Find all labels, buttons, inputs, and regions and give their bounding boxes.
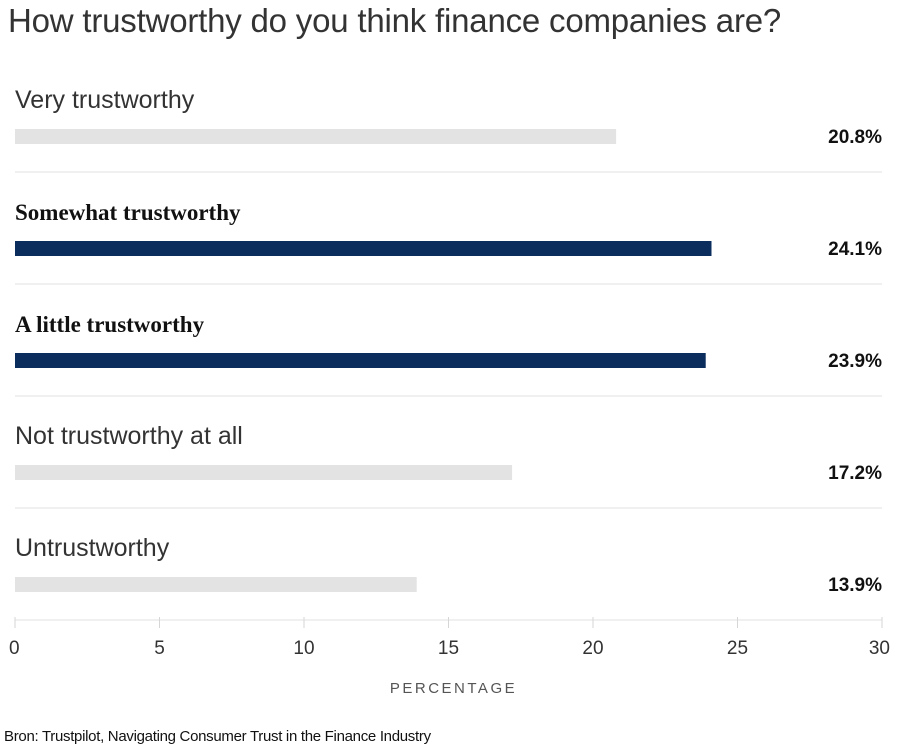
value-label: 23.9%	[828, 351, 882, 372]
chart-title: How trustworthy do you think finance com…	[8, 2, 782, 39]
category-label: Untrustworthy	[15, 534, 170, 562]
value-label: 20.8%	[828, 127, 882, 148]
bar	[15, 129, 617, 144]
bar	[15, 577, 417, 592]
x-tick-label: 5	[154, 638, 165, 659]
category-label: Very trustworthy	[15, 86, 195, 114]
x-tick-label: 20	[582, 638, 603, 659]
value-label: 24.1%	[828, 239, 882, 260]
bar-chart: Very trustworthy 20.8% Somewhat trustworth…	[9, 86, 890, 697]
x-tick-label: 0	[9, 638, 20, 659]
category-label: Not trustworthy at all	[15, 422, 243, 450]
x-tick-label: 30	[869, 638, 890, 659]
category-label: Somewhat trustworthy	[15, 200, 241, 225]
x-tick-label: 25	[727, 638, 748, 659]
x-axis-title: PERCENTAGE	[390, 680, 517, 697]
bar	[15, 465, 513, 480]
value-label: 17.2%	[828, 463, 882, 484]
value-label: 13.9%	[828, 575, 882, 596]
x-tick-label: 10	[293, 638, 314, 659]
x-tick-label: 15	[438, 638, 459, 659]
source-note: Bron: Trustpilot, Navigating Consumer Tr…	[4, 728, 431, 745]
bar	[15, 353, 706, 368]
category-label: A little trustworthy	[15, 312, 205, 337]
bar	[15, 241, 712, 256]
